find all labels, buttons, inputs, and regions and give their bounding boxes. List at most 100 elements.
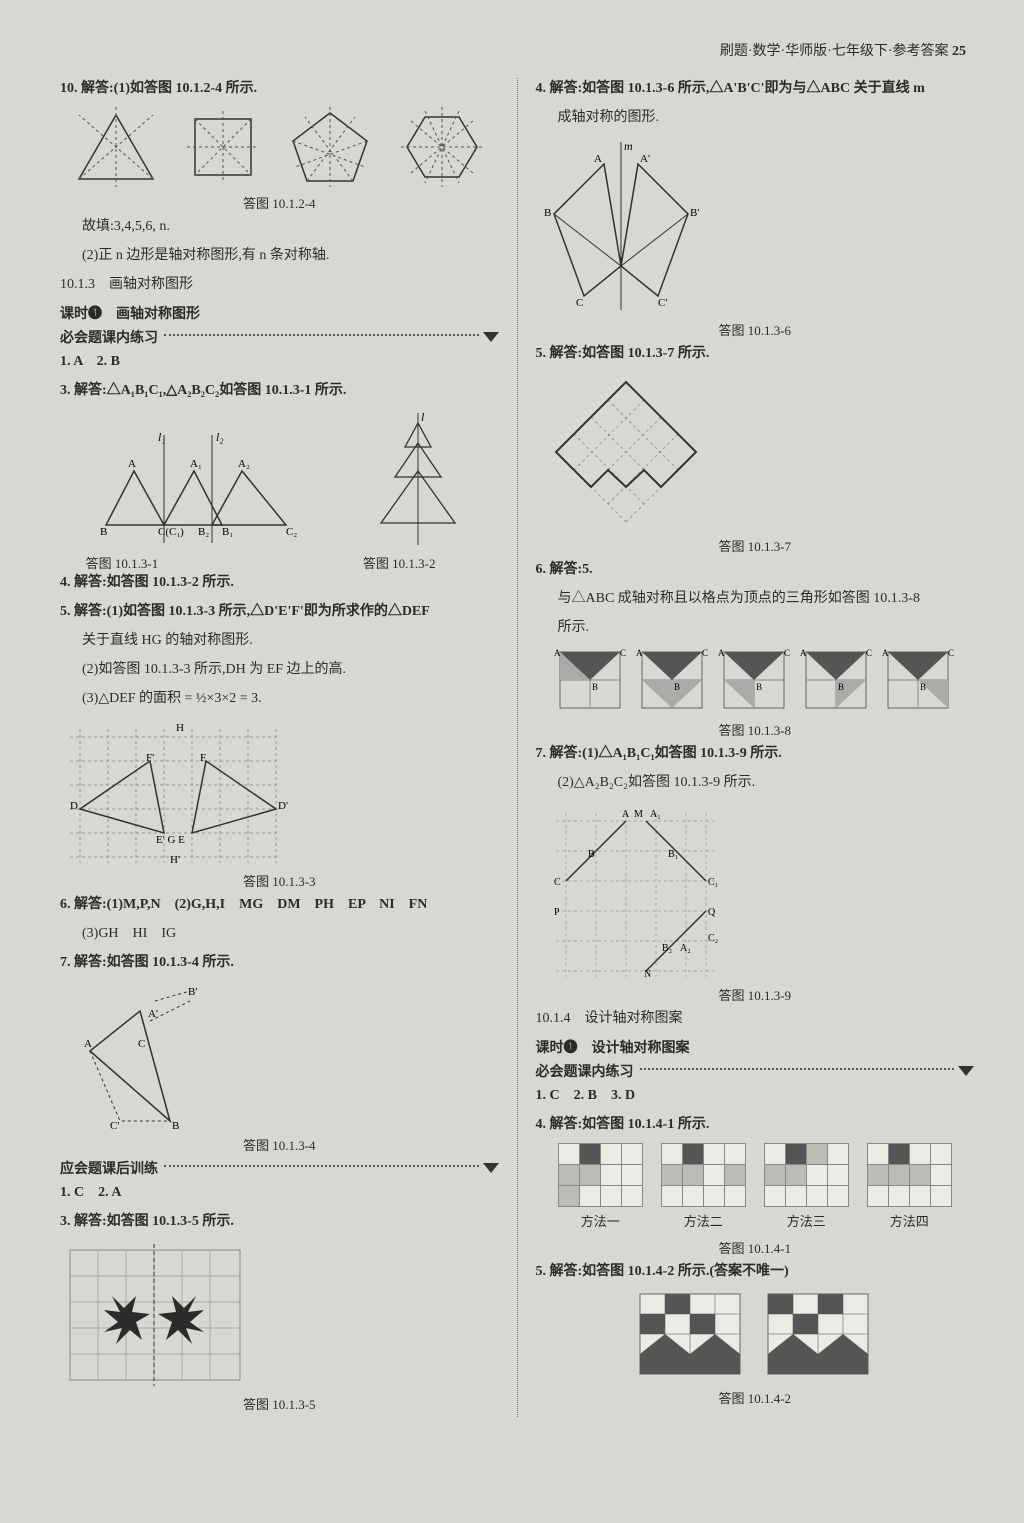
pentagon-icon: [285, 107, 375, 187]
rule-bihuiti-2: 必会题课内练习: [536, 1061, 975, 1081]
svg-text:B: B: [756, 682, 762, 692]
fig-10-1-3-5: 答图 10.1.3-5: [60, 1240, 499, 1413]
fig5-cap: 答图 10.1.3-5: [60, 1394, 499, 1413]
ans-c4: 4. 解答:如答图 10.1.4-1 所示.: [536, 1114, 975, 1135]
svg-text:A₂: A₂: [238, 458, 250, 470]
svg-text:A: A: [718, 648, 725, 658]
ans-c5: 5. 解答:如答图 10.1.4-2 所示.(答案不唯一): [536, 1261, 975, 1282]
svg-text:C: C: [554, 877, 561, 888]
rule-label-3: 必会题课内练习: [536, 1061, 634, 1081]
svg-text:M: M: [634, 809, 643, 820]
svg-text:N: N: [644, 969, 651, 980]
svg-text:A₂: A₂: [680, 943, 691, 954]
svg-text:B: B: [172, 1120, 179, 1131]
r-q4b: 成轴对称的图形.: [558, 107, 975, 128]
grid-reflection-icon: H F'F DD' E' G E H': [60, 717, 290, 867]
svg-text:C': C': [110, 1120, 119, 1131]
ans-5: 5. 解答:(1)如答图 10.1.3-3 所示,△D'E'F'即为所求作的△D…: [60, 601, 499, 622]
svg-text:B: B: [674, 682, 680, 692]
svg-text:C': C': [658, 297, 667, 309]
r-q7: 7. 解答:(1)△A₁B₁C₁如答图 10.1.3-9 所示.: [536, 743, 975, 764]
svg-text:B': B': [188, 986, 197, 998]
tri-grid-2: ACB: [636, 646, 710, 716]
method-grid-3: [764, 1143, 849, 1207]
svg-text:l₁: l₁: [158, 430, 166, 444]
svg-text:Q: Q: [708, 907, 716, 918]
fig1-caption: 答图 10.1.2-4: [60, 193, 499, 212]
svg-text:H': H': [170, 854, 180, 866]
ans-6b: (3)GH HI IG: [82, 923, 499, 944]
svg-text:A: A: [594, 153, 602, 165]
svg-text:l₂: l₂: [216, 430, 224, 444]
fig2-cap2: 答图 10.1.3-2: [363, 553, 473, 572]
kite-reflection-icon: A A' B' B C' C: [60, 981, 220, 1131]
svg-text:A: A: [554, 648, 561, 658]
fig-10-1-3-8: ACB ACB ACB ACB: [536, 646, 975, 716]
svg-text:B: B: [592, 682, 598, 692]
ans-b3: 3. 解答:如答图 10.1.3-5 所示.: [60, 1211, 499, 1232]
svg-text:B: B: [544, 207, 551, 219]
ans-7: 7. 解答:如答图 10.1.3-4 所示.: [60, 952, 499, 973]
m4: 方法四: [867, 1211, 952, 1230]
rule-label-2: 应会题课后训练: [60, 1158, 158, 1178]
sec-10-1-3: 10.1.3 画轴对称图形: [60, 274, 499, 295]
rule-bihuiti-1: 必会题课内练习: [60, 327, 499, 347]
fig-10-1-4-2: [536, 1290, 975, 1380]
svg-text:A: A: [882, 648, 889, 658]
svg-text:C: C: [576, 297, 583, 309]
fig-10-1-3-6: m AA' BB' CC' 答图 10.1.3-6: [536, 136, 975, 339]
ans-5d: (3)△DEF 的面积 = ½×3×2 = 3.: [82, 688, 499, 709]
dotted-line-icon: [164, 334, 479, 336]
fig-10-1-3-4: A A' B' B C' C 答图 10.1.3-4: [60, 981, 499, 1154]
two-column-layout: 10. 解答:(1)如答图 10.1.2-4 所示.: [60, 78, 974, 1417]
ans-c1: 1. C 2. B 3. D: [536, 1085, 975, 1106]
keshi-1: 课时❶ 画轴对称图形: [60, 303, 499, 323]
m3: 方法三: [764, 1211, 849, 1230]
leaf-grid-icon: [60, 1240, 250, 1390]
m1: 方法一: [558, 1211, 643, 1230]
svg-text:H: H: [176, 722, 184, 734]
svg-text:B₂: B₂: [198, 526, 209, 538]
figA-cap: 答图 10.1.4-1: [536, 1238, 975, 1257]
m2: 方法二: [661, 1211, 746, 1230]
keshi-2: 课时❶ 设计轴对称图案: [536, 1037, 975, 1057]
left-column: 10. 解答:(1)如答图 10.1.2-4 所示.: [60, 78, 499, 1417]
ans-4: 4. 解答:如答图 10.1.3-2 所示.: [60, 572, 499, 593]
svg-text:A₁: A₁: [650, 809, 661, 820]
svg-text:A: A: [636, 648, 643, 658]
fig6-cap: 答图 10.1.3-6: [536, 320, 975, 339]
svg-text:F: F: [200, 752, 206, 764]
tri-grid-3: ACB: [718, 646, 792, 716]
svg-text:A: A: [622, 809, 630, 820]
svg-text:C₂: C₂: [286, 526, 297, 538]
svg-text:A: A: [800, 648, 807, 658]
fig-10-1-4-1: 方法一 方法二 方法三: [536, 1143, 975, 1230]
tree-icon: l: [363, 409, 473, 549]
tri-grid-4: ACB: [800, 646, 874, 716]
svg-text:A: A: [84, 1038, 92, 1050]
square-icon: [183, 107, 263, 187]
svg-text:B: B: [588, 849, 595, 860]
fig-10-1-3-1-2: l₁ l₂ A B C(C₁) A₁ B₂ B₁ A₂ C₂ 答图 10.1.3…: [60, 409, 499, 572]
svg-text:C: C: [138, 1038, 145, 1050]
ans-b1: 1. C 2. A: [60, 1182, 499, 1203]
ans-1-2: 1. A 2. B: [60, 351, 499, 372]
triangle-marker-icon: [483, 1163, 499, 1173]
fig-10-1-3-3: H F'F DD' E' G E H' 答图 10.1.3-3: [60, 717, 499, 890]
r-q4: 4. 解答:如答图 10.1.3-6 所示,△A'B'C'即为与△ABC 关于直…: [536, 78, 975, 99]
method-grid-2: [661, 1143, 746, 1207]
svg-text:C: C: [948, 648, 954, 658]
svg-text:B: B: [100, 526, 107, 538]
triangle-marker-icon: [958, 1066, 974, 1076]
svg-text:C₂: C₂: [708, 933, 718, 944]
fig4-cap: 答图 10.1.3-4: [60, 1135, 499, 1154]
svg-text:B': B': [690, 207, 699, 219]
ans-5c: (2)如答图 10.1.3-3 所示,DH 为 EF 边上的高.: [82, 659, 499, 680]
tri-grid-1: ACB: [554, 646, 628, 716]
svg-text:P: P: [554, 907, 560, 918]
sec-10-1-4: 10.1.4 设计轴对称图案: [536, 1008, 975, 1029]
right-column: 4. 解答:如答图 10.1.3-6 所示,△A'B'C'即为与△ABC 关于直…: [536, 78, 975, 1417]
fig7-cap: 答图 10.1.3-7: [536, 536, 975, 555]
svg-text:m: m: [624, 139, 633, 153]
fig8-cap: 答图 10.1.3-8: [536, 720, 975, 739]
